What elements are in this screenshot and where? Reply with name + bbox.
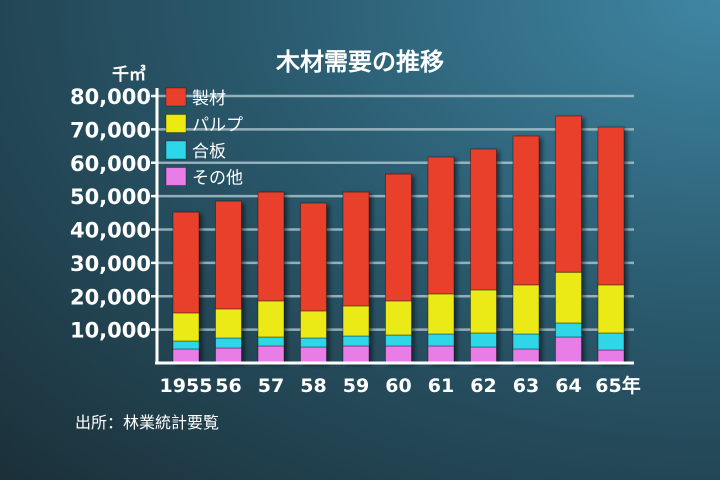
legend-swatch bbox=[165, 140, 187, 160]
bar-segment-その他 bbox=[342, 345, 370, 364]
legend-label: 合板 bbox=[192, 142, 226, 162]
bar-stack bbox=[470, 148, 497, 364]
bar-stack bbox=[257, 191, 285, 364]
bar-segment-製材 bbox=[300, 202, 327, 312]
y-tick-label: 40,000 bbox=[70, 219, 151, 243]
legend-label: パルプ bbox=[192, 116, 243, 136]
legend-swatch bbox=[165, 87, 187, 107]
y-tick-label: 30,000 bbox=[70, 252, 151, 276]
y-axis-unit: 千㎥ bbox=[112, 64, 146, 85]
bar-segment-合板 bbox=[597, 332, 625, 351]
x-tick-label: 58 bbox=[300, 375, 326, 397]
bar-segment-合板 bbox=[385, 334, 412, 347]
bar-segment-その他 bbox=[597, 349, 625, 364]
bar-segment-パルプ bbox=[512, 284, 540, 335]
bar-segment-製材 bbox=[172, 211, 200, 314]
bar-segment-合板 bbox=[342, 335, 370, 347]
bar-segment-製材 bbox=[597, 126, 625, 286]
bar-segment-製材 bbox=[555, 115, 582, 273]
bar-stack bbox=[172, 211, 200, 364]
bar-segment-合板 bbox=[300, 337, 327, 348]
x-tick-label: 65年 bbox=[595, 374, 640, 397]
bar-segment-製材 bbox=[470, 148, 497, 291]
bar-segment-パルプ bbox=[597, 284, 625, 334]
x-tick-label: 61 bbox=[428, 375, 454, 397]
bar-stack bbox=[215, 200, 242, 364]
bar-segment-合板 bbox=[215, 337, 242, 349]
bar-stack bbox=[385, 173, 412, 364]
bar-segment-その他 bbox=[512, 348, 540, 364]
bar-segment-合板 bbox=[512, 333, 540, 350]
x-tick-label: 63 bbox=[513, 375, 539, 397]
bars-group bbox=[172, 115, 625, 364]
bar-stack bbox=[512, 135, 540, 364]
x-tick-label: 56 bbox=[215, 375, 241, 397]
legend-label: 製材 bbox=[192, 89, 226, 109]
x-tick-label: 64 bbox=[555, 375, 581, 397]
bar-segment-製材 bbox=[342, 191, 370, 307]
bar-stack bbox=[427, 156, 455, 364]
bar-segment-その他 bbox=[427, 345, 455, 364]
bar-segment-パルプ bbox=[300, 310, 327, 339]
bar-segment-合板 bbox=[257, 336, 285, 347]
bar-segment-合板 bbox=[427, 333, 455, 347]
bar-segment-その他 bbox=[215, 347, 242, 364]
chart-title: 木材需要の推移 bbox=[275, 48, 444, 76]
x-axis-labels: 1955 56 57 58 59 60 61 62 63 64 65年 bbox=[160, 374, 641, 397]
y-tick-label: 80,000 bbox=[70, 85, 151, 109]
bar-segment-その他 bbox=[300, 346, 327, 364]
axes-group bbox=[155, 88, 634, 365]
y-tick-label: 20,000 bbox=[70, 285, 151, 309]
bar-stack bbox=[342, 191, 370, 364]
x-tick-label: 59 bbox=[343, 375, 369, 397]
legend-swatch bbox=[165, 114, 187, 133]
legend-label: その他 bbox=[192, 169, 243, 189]
legend-swatch bbox=[165, 167, 187, 186]
x-tick-label: 60 bbox=[385, 375, 411, 397]
bar-segment-製材 bbox=[512, 135, 540, 286]
y-tick-label: 70,000 bbox=[70, 118, 151, 142]
bar-segment-パルプ bbox=[172, 312, 200, 342]
bar-segment-合板 bbox=[470, 332, 497, 348]
bar-stack bbox=[300, 202, 327, 364]
bar-segment-その他 bbox=[385, 345, 412, 364]
bar-segment-製材 bbox=[427, 156, 455, 295]
x-tick-label: 62 bbox=[470, 375, 496, 397]
x-tick-label: 1955 bbox=[160, 375, 213, 397]
bar-segment-パルプ bbox=[215, 308, 242, 339]
y-tick-label: 60,000 bbox=[70, 152, 151, 176]
bar-stack bbox=[555, 115, 582, 364]
bar-segment-合板 bbox=[555, 322, 582, 338]
bar-segment-合板 bbox=[172, 340, 200, 350]
bar-segment-その他 bbox=[555, 336, 582, 364]
bar-segment-その他 bbox=[257, 345, 285, 364]
y-tick-label: 10,000 bbox=[70, 319, 151, 343]
bar-segment-パルプ bbox=[427, 293, 455, 335]
source-note: 出所：林業統計要覧 bbox=[75, 413, 219, 432]
bar-segment-製材 bbox=[257, 191, 285, 302]
bar-segment-その他 bbox=[172, 348, 200, 364]
bar-stack bbox=[597, 126, 625, 364]
bar-segment-その他 bbox=[470, 346, 497, 364]
bar-segment-パルプ bbox=[342, 305, 370, 337]
bar-segment-製材 bbox=[215, 200, 242, 310]
bar-segment-パルプ bbox=[257, 300, 285, 338]
bar-segment-パルプ bbox=[470, 289, 497, 334]
x-tick-label: 57 bbox=[258, 375, 284, 397]
bar-segment-製材 bbox=[385, 173, 412, 302]
y-tick-label: 50,000 bbox=[70, 185, 151, 209]
bar-segment-パルプ bbox=[385, 300, 412, 336]
bar-segment-パルプ bbox=[555, 271, 582, 324]
